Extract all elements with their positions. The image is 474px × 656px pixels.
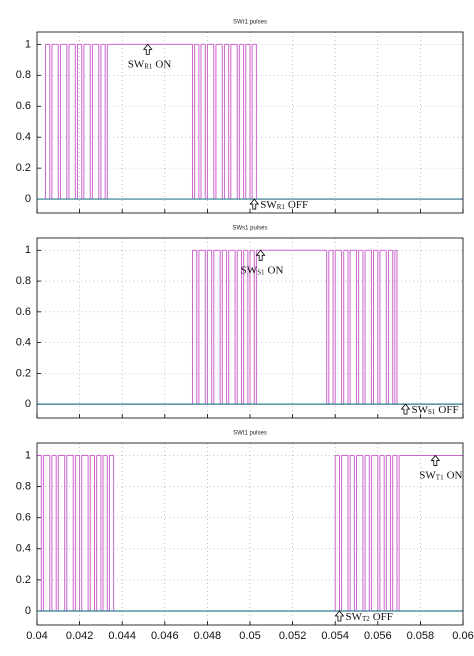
y-tick-label: 0.4 [16, 543, 31, 555]
y-tick-label: 0.8 [16, 69, 31, 81]
annotation-base: SW [260, 199, 277, 211]
annotation: SWT1 ON [419, 469, 462, 481]
plot-area [37, 443, 463, 625]
x-tick-label: 0.056 [364, 630, 392, 642]
x-tick-label: 0.044 [108, 630, 136, 642]
annotation-arrow [334, 610, 345, 622]
annotation-sub: T2 [362, 615, 370, 623]
x-tick-label: 0.04 [26, 630, 47, 642]
plot-frame [36, 31, 464, 214]
x-tick-label: 0.05 [239, 630, 260, 642]
y-tick-label: 1 [25, 244, 31, 256]
chart-title: SWt1 pulses [233, 431, 267, 437]
annotation-arrow [142, 43, 153, 55]
annotation: SWS1 OFF [411, 404, 458, 416]
y-tick-label: 0.6 [16, 100, 31, 112]
annotation-sub: T1 [436, 473, 444, 481]
annotation-rest: ON [155, 58, 171, 70]
y-tick-label: 1 [25, 38, 31, 50]
annotation-arrow [249, 198, 260, 210]
x-tick-label: 0.054 [321, 630, 349, 642]
x-tick-label: 0.042 [66, 630, 94, 642]
annotation-sub: R1 [144, 62, 153, 70]
x-tick-label: 0.048 [194, 630, 222, 642]
annotation-rest: OFF [373, 611, 393, 623]
y-tick-label: 0.2 [16, 574, 31, 586]
annotation-rest: ON [447, 469, 463, 481]
annotation-rest: OFF [438, 404, 458, 416]
annotation-sub: S1 [257, 268, 265, 276]
annotation-sub: R1 [277, 203, 286, 211]
annotation-rest: ON [268, 264, 284, 276]
annotation-rest: OFF [288, 199, 308, 211]
annotation-base: SW [411, 404, 428, 416]
x-tick-label: 0.052 [279, 630, 307, 642]
annotation-base: SW [128, 58, 145, 70]
annotation: SWT2 OFF [345, 611, 392, 623]
plot-frame [36, 237, 464, 419]
annotation-base: SW [345, 611, 362, 623]
annotation: SWR1 ON [128, 58, 172, 70]
y-tick-label: 0.2 [16, 367, 31, 379]
annotation-arrow [430, 454, 441, 466]
y-tick-label: 0.2 [16, 162, 31, 174]
annotation-arrow [255, 249, 266, 261]
x-tick-label: 0.058 [407, 630, 435, 642]
y-tick-label: 0.4 [16, 337, 31, 349]
y-tick-label: 0 [25, 193, 31, 205]
plot-frame [36, 442, 464, 626]
annotation-sub: S1 [428, 408, 436, 416]
subplot: SWt1 pulses 0.04 0.042 0.044 0.046 0.048 0.05 0… [16, 431, 474, 642]
x-tick-label: 0.06 [452, 630, 473, 642]
annotation-base: SW [419, 469, 436, 481]
y-tick-label: 0.8 [16, 480, 31, 492]
annotation-arrow [400, 403, 411, 415]
x-tick-label: 0.046 [151, 630, 179, 642]
y-tick-label: 0 [25, 398, 31, 410]
annotation-base: SW [241, 264, 258, 276]
y-tick-label: 0.4 [16, 131, 31, 143]
y-tick-label: 0 [25, 605, 31, 617]
y-tick-label: 1 [25, 449, 31, 461]
y-tick-label: 0.6 [16, 512, 31, 524]
chart-title: SWr1 pulses [233, 20, 267, 26]
annotation: SWR1 OFF [260, 199, 308, 211]
annotation: SWS1 ON [241, 264, 284, 276]
y-tick-label: 0.6 [16, 306, 31, 318]
chart-title: SWs1 pulses [232, 226, 267, 232]
y-tick-label: 0.8 [16, 275, 31, 287]
